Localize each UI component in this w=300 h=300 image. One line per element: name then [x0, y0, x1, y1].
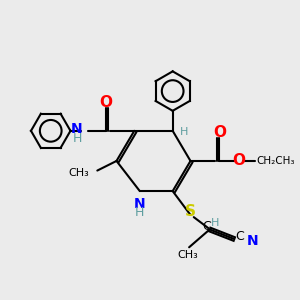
- Text: O: O: [232, 154, 245, 169]
- Text: O: O: [213, 125, 226, 140]
- Text: H: H: [135, 206, 145, 219]
- Text: H: H: [210, 218, 219, 228]
- Text: H: H: [180, 127, 189, 137]
- Text: N: N: [70, 122, 82, 136]
- Text: C: C: [236, 230, 244, 243]
- Text: H: H: [73, 132, 82, 145]
- Text: N: N: [247, 234, 258, 248]
- Text: N: N: [134, 197, 146, 211]
- Text: CH₂CH₃: CH₂CH₃: [256, 156, 295, 166]
- Text: CH₃: CH₃: [177, 250, 198, 260]
- Text: S: S: [185, 204, 196, 219]
- Text: CH₃: CH₃: [68, 168, 89, 178]
- Text: O: O: [99, 94, 112, 110]
- Text: C: C: [202, 220, 211, 233]
